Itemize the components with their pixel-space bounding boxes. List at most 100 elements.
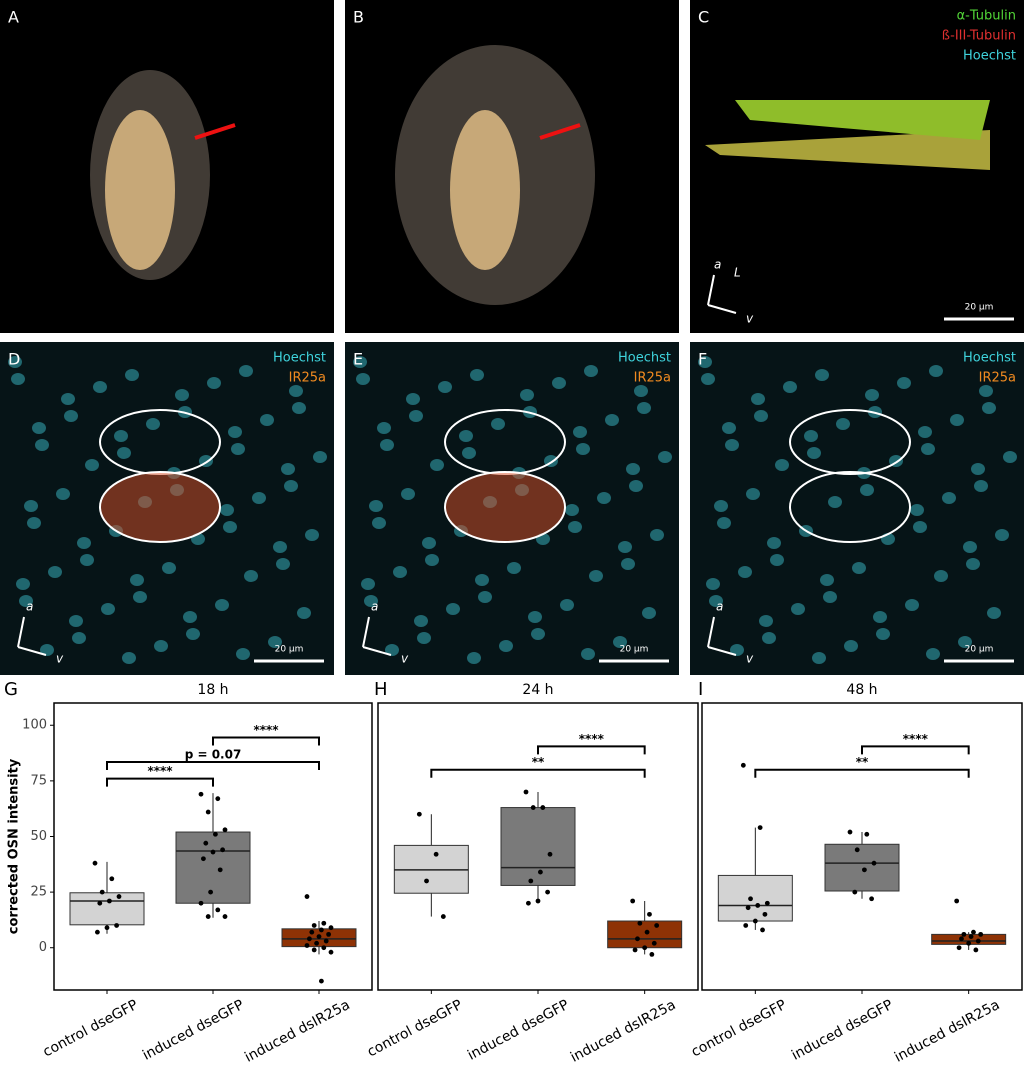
nucleus bbox=[409, 410, 423, 422]
box bbox=[824, 843, 900, 892]
nucleus bbox=[987, 607, 1001, 619]
x-tick-label: control dseGFP bbox=[40, 997, 140, 1060]
nucleus bbox=[385, 644, 399, 656]
box bbox=[500, 807, 576, 886]
significance-bracket bbox=[212, 736, 320, 746]
data-point bbox=[328, 949, 334, 955]
nucleus bbox=[637, 402, 651, 414]
plot-title: 48 h bbox=[846, 682, 877, 698]
nucleus bbox=[114, 430, 128, 442]
specimen-body bbox=[105, 110, 175, 270]
data-point bbox=[210, 849, 216, 855]
nucleus bbox=[698, 356, 712, 368]
nucleus bbox=[393, 566, 407, 578]
data-point bbox=[203, 840, 209, 846]
nucleus bbox=[876, 628, 890, 640]
nucleus bbox=[462, 447, 476, 459]
nucleus bbox=[722, 422, 736, 434]
nucleus bbox=[313, 451, 327, 463]
nucleus bbox=[239, 365, 253, 377]
nucleus bbox=[499, 640, 513, 652]
nucleus bbox=[560, 599, 574, 611]
data-point bbox=[975, 938, 981, 944]
panel-letter: I bbox=[698, 679, 703, 700]
image-panel bbox=[690, 342, 1024, 675]
box bbox=[69, 892, 145, 926]
axis-label: L bbox=[734, 266, 741, 280]
data-point bbox=[104, 925, 110, 931]
x-tick-label: induced dseGFP bbox=[789, 997, 896, 1064]
nucleus bbox=[61, 393, 75, 405]
data-point bbox=[752, 918, 758, 924]
nucleus bbox=[1003, 451, 1017, 463]
nucleus bbox=[276, 558, 290, 570]
nucleus bbox=[446, 603, 460, 615]
box bbox=[607, 920, 683, 949]
x-tick-label: induced dseGFP bbox=[140, 997, 247, 1064]
nucleus bbox=[531, 628, 545, 640]
nucleus bbox=[589, 570, 603, 582]
nucleus bbox=[963, 541, 977, 553]
nucleus bbox=[762, 632, 776, 644]
nucleus bbox=[626, 463, 640, 475]
nucleus bbox=[406, 393, 420, 405]
data-point bbox=[971, 929, 976, 935]
data-point bbox=[959, 936, 964, 942]
nucleus bbox=[910, 504, 924, 516]
nucleus bbox=[175, 389, 189, 401]
data-point bbox=[326, 931, 331, 937]
nucleus bbox=[183, 611, 197, 623]
legend-label: Hoechst bbox=[963, 49, 1016, 64]
nucleus bbox=[804, 430, 818, 442]
nucleus bbox=[836, 418, 850, 430]
data-point bbox=[535, 898, 541, 904]
nucleus bbox=[746, 488, 760, 500]
nucleus bbox=[791, 603, 805, 615]
nucleus bbox=[56, 488, 70, 500]
nucleus bbox=[621, 558, 635, 570]
data-point bbox=[651, 940, 657, 946]
nucleus bbox=[613, 636, 627, 648]
data-point bbox=[323, 938, 329, 944]
significance-label: ** bbox=[856, 755, 869, 769]
nucleus bbox=[966, 558, 980, 570]
nucleus bbox=[730, 644, 744, 656]
data-point bbox=[95, 929, 100, 935]
nucleus bbox=[353, 356, 367, 368]
nucleus bbox=[844, 640, 858, 652]
orientation-arrows bbox=[17, 616, 47, 656]
nucleus bbox=[231, 443, 245, 455]
data-point bbox=[978, 931, 984, 937]
data-point bbox=[523, 789, 529, 795]
axis-label: v bbox=[746, 312, 754, 326]
nucleus bbox=[422, 537, 436, 549]
data-point bbox=[213, 831, 218, 837]
nucleus bbox=[775, 459, 789, 471]
data-point bbox=[530, 805, 536, 810]
data-point bbox=[864, 831, 870, 837]
nucleus bbox=[520, 389, 534, 401]
nucleus bbox=[24, 500, 38, 512]
data-point bbox=[109, 876, 115, 882]
data-point bbox=[97, 900, 103, 906]
significance-label: **** bbox=[253, 723, 279, 737]
nucleus bbox=[565, 504, 579, 516]
data-point bbox=[201, 856, 206, 862]
nucleus bbox=[146, 418, 160, 430]
orientation-arrows bbox=[707, 616, 737, 656]
nucleus bbox=[284, 480, 298, 492]
data-point bbox=[328, 925, 334, 931]
nucleus bbox=[281, 463, 295, 475]
orientation-arrows bbox=[362, 616, 392, 656]
scale-label: 20 µm bbox=[620, 645, 649, 655]
nucleus bbox=[828, 496, 842, 508]
panel-letter: D bbox=[8, 350, 20, 369]
data-point bbox=[321, 945, 327, 951]
nucleus bbox=[918, 426, 932, 438]
axis-label: a bbox=[26, 600, 33, 614]
data-point bbox=[99, 889, 105, 895]
data-point bbox=[319, 978, 324, 984]
data-point bbox=[654, 923, 660, 928]
nucleus bbox=[292, 402, 306, 414]
significance-bracket bbox=[537, 745, 646, 755]
